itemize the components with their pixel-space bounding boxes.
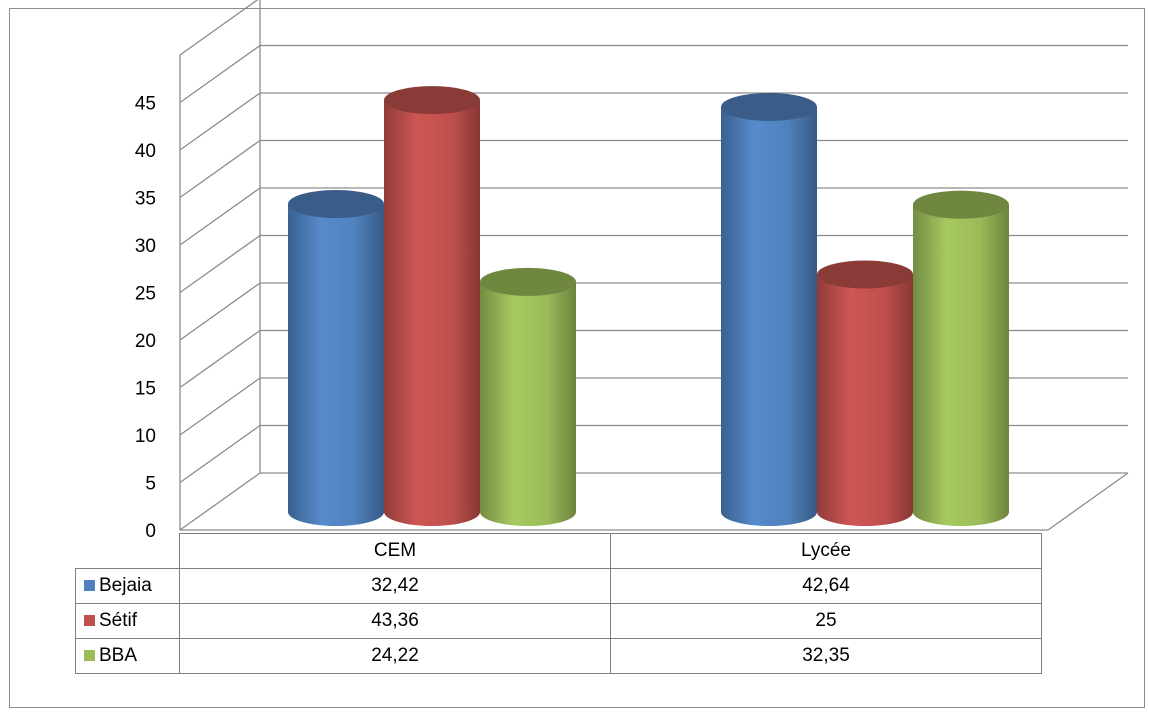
y-tick-label: 5 <box>145 474 156 495</box>
series-name: Sétif <box>99 610 138 631</box>
y-tick-label: 20 <box>135 331 156 352</box>
data-table-row: Bejaia 32,42 42,64 <box>75 568 1042 604</box>
legend-key: Sétif <box>75 603 180 639</box>
gridline-depth <box>179 92 261 151</box>
y-axis: 0 5 10 15 20 25 30 35 40 45 <box>135 94 156 543</box>
gridline-depth <box>179 44 261 104</box>
bar-body <box>913 204 1009 527</box>
gridline-depth <box>179 0 259 56</box>
bar-top <box>721 92 817 121</box>
bar <box>913 190 1009 527</box>
y-tick-label: 25 <box>135 284 156 305</box>
gridline-depth <box>179 282 261 341</box>
bar-top <box>384 86 480 115</box>
gridline-depth <box>179 472 261 531</box>
gridline-depth <box>179 139 261 199</box>
legend-swatch <box>84 580 95 591</box>
data-label: 32,42 <box>179 568 611 604</box>
y-tick-label: 10 <box>135 426 156 447</box>
bar <box>721 92 817 527</box>
bar-body <box>817 274 913 526</box>
gridline-depth <box>179 424 261 484</box>
y-tick-label: 40 <box>135 141 156 162</box>
y-tick-label: 0 <box>145 521 156 542</box>
bars <box>288 86 1009 527</box>
y-tick-label: 15 <box>135 379 156 400</box>
bar-body <box>480 281 576 526</box>
data-table-header-row: CEM Lycée <box>75 533 1042 569</box>
legend-swatch <box>84 650 95 661</box>
gridline-depth <box>179 329 261 389</box>
data-label: 25 <box>610 603 1042 639</box>
bar-body <box>721 106 817 527</box>
category-label: Lycée <box>610 533 1042 569</box>
floor-right-edge <box>1047 472 1129 531</box>
bar-body <box>384 100 480 526</box>
data-table-row: BBA 24,22 32,35 <box>75 638 1042 674</box>
bar-top <box>817 260 913 289</box>
data-label: 43,36 <box>179 603 611 639</box>
data-label: 24,22 <box>179 638 611 674</box>
y-tick-label: 45 <box>135 94 156 115</box>
bar-top <box>913 190 1009 219</box>
data-table-row: Sétif 43,36 25 <box>75 603 1042 639</box>
bar <box>384 86 480 526</box>
gridline-depth <box>179 234 261 294</box>
data-label: 42,64 <box>610 568 1042 604</box>
series-name: BBA <box>99 645 138 666</box>
bar-top <box>480 267 576 296</box>
data-label: 32,35 <box>610 638 1042 674</box>
bar <box>817 260 913 526</box>
chart-frame <box>9 8 1145 708</box>
bar <box>480 267 576 526</box>
bar-body <box>288 204 384 526</box>
gridline-depth <box>179 187 261 246</box>
data-table-corner <box>75 533 180 569</box>
bar <box>288 190 384 526</box>
bar-top <box>288 190 384 219</box>
legend-key: Bejaia <box>75 568 180 604</box>
y-tick-label: 35 <box>135 189 156 210</box>
legend-swatch <box>84 615 95 626</box>
category-label: CEM <box>179 533 611 569</box>
y-tick-label: 30 <box>135 236 156 257</box>
gridline-depth <box>179 377 261 436</box>
data-table: CEM Lycée Bejaia 32,42 42,64 Sétif 43,36… <box>75 533 1042 674</box>
legend-key: BBA <box>75 638 180 674</box>
series-name: Bejaia <box>99 575 152 596</box>
